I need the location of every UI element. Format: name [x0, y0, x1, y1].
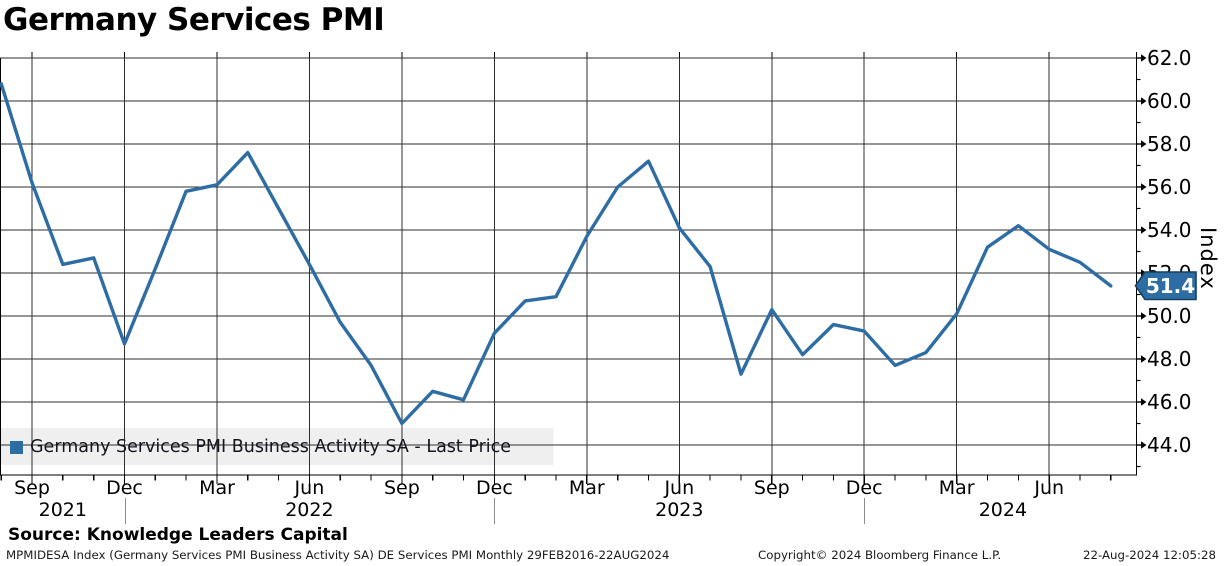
year-separator	[124, 498, 126, 524]
y-tick-arrow-icon	[1141, 97, 1147, 105]
y-tick-label: 48.0	[1147, 347, 1192, 371]
x-tick-label: Mar	[199, 477, 235, 499]
footer-timestamp: 22-Aug-2024 12:05:28	[1082, 548, 1216, 562]
y-tick-arrow-icon	[1141, 226, 1147, 234]
x-tick-label: Dec	[476, 477, 513, 499]
x-year-label: 2024	[978, 499, 1028, 521]
year-separator	[494, 498, 496, 524]
y-tick-label: 58.0	[1147, 132, 1192, 156]
y-tick-arrow-icon	[1141, 54, 1147, 62]
x-tick-label: Dec	[845, 477, 883, 499]
source-line: Source: Knowledge Leaders Capital	[8, 525, 348, 545]
year-separator	[864, 498, 866, 524]
y-tick-label: 56.0	[1147, 175, 1192, 199]
x-tick-label: Jun	[664, 477, 695, 499]
y-tick-label: 44.0	[1147, 433, 1192, 457]
y-axis	[1135, 52, 1147, 475]
y-tick-label: 54.0	[1147, 218, 1192, 242]
y-tick-arrow-icon	[1141, 355, 1147, 363]
legend-background	[0, 428, 554, 465]
last-price-badge-shape	[1134, 271, 1197, 301]
last-price-badge: 51.4	[1134, 271, 1198, 301]
y-tick-arrow-icon	[1141, 183, 1147, 191]
y-tick-arrow-icon	[1141, 312, 1147, 320]
y-axis-title: Index	[1196, 227, 1220, 290]
x-year-label: 2022	[285, 499, 334, 521]
y-tick-label: 50.0	[1147, 304, 1192, 328]
legend-series-marker-icon	[10, 440, 23, 454]
x-tick-label: Dec	[106, 477, 143, 499]
y-tick-label: 62.0	[1147, 46, 1192, 70]
plot-canvas[interactable]	[0, 52, 1137, 476]
y-tick-label: 60.0	[1147, 89, 1192, 113]
x-tick-label: Mar	[938, 477, 975, 499]
footer-copyright: Copyright© 2024 Bloomberg Finance L.P.	[758, 548, 1002, 562]
x-axis	[0, 475, 1112, 484]
chart-title: Germany Services PMI	[3, 2, 385, 38]
x-tick-label: Jun	[1034, 477, 1065, 499]
x-year-label: 2023	[655, 499, 704, 521]
x-tick-label: Mar	[568, 477, 605, 499]
y-tick-arrow-icon	[1141, 398, 1147, 406]
last-price-value: 51.4	[1145, 274, 1196, 298]
x-tick-label: Sep	[383, 477, 420, 499]
footer-ticker-note: MPMIDESA Index (Germany Services PMI Bus…	[6, 548, 670, 562]
x-tick-label: Jun	[294, 477, 325, 499]
y-tick-label: 46.0	[1147, 390, 1192, 414]
x-year-label: 2021	[38, 499, 87, 521]
x-tick-label: Sep	[14, 477, 50, 499]
legend-item[interactable]: Germany Services PMI Business Activity S…	[10, 436, 511, 458]
pmi-series-line	[0, 82, 1113, 426]
y-tick-arrow-icon	[1141, 441, 1147, 449]
legend-label: Germany Services PMI Business Activity S…	[30, 437, 512, 457]
x-tick-label: Sep	[753, 477, 790, 499]
y-tick-arrow-icon	[1141, 140, 1147, 148]
